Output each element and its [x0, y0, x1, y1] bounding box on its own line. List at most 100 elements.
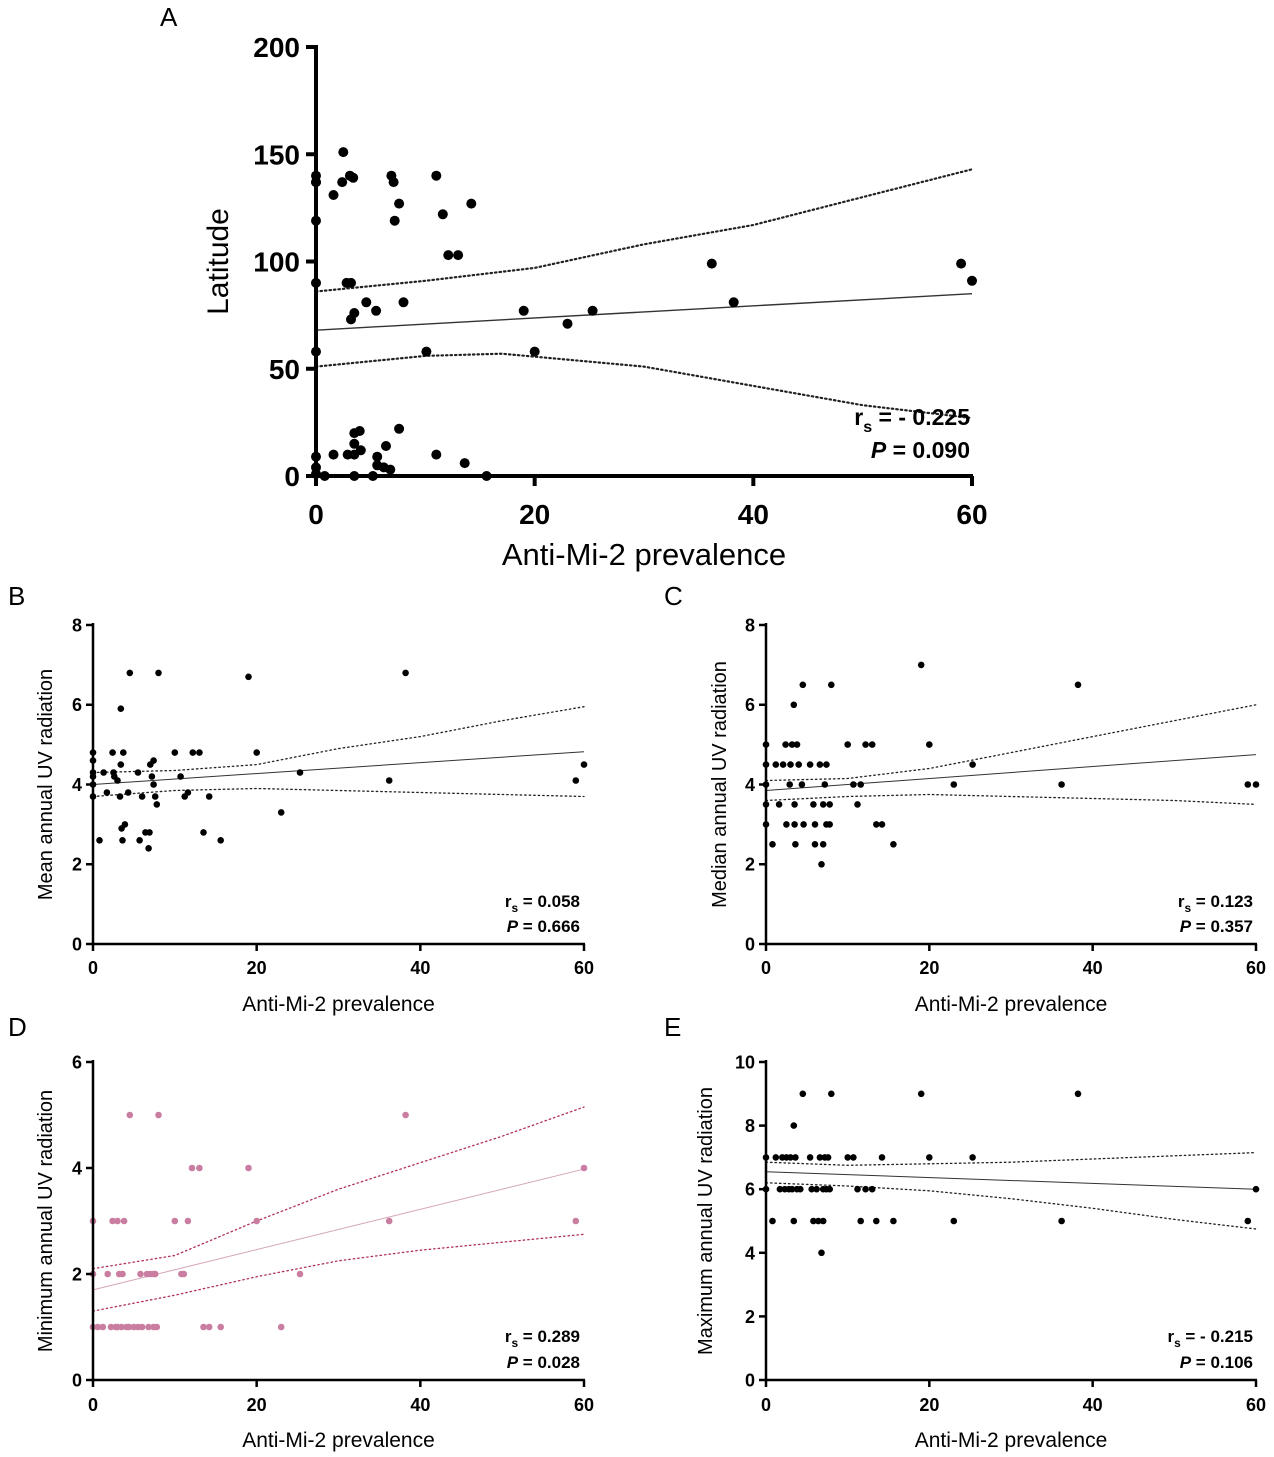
data-point [926, 741, 933, 748]
x-tick-label: 0 [308, 499, 324, 530]
data-point [1058, 781, 1065, 788]
data-point [171, 1217, 179, 1225]
data-point [810, 1217, 817, 1225]
rs-subscript: s [863, 418, 872, 436]
data-point [389, 215, 400, 226]
data-point [109, 749, 116, 756]
panel-e: E 0 2 4 6 8 10 0 20 40 60 Anti-Mi-2 prevalence Maxim… [664, 1012, 1266, 1452]
panel-a: A 0 50 100 150 200 0 20 40 60 Anti-Mi-2 prevalence… [160, 2, 988, 572]
y-tick-label: 0 [72, 1370, 82, 1390]
data-point [328, 449, 339, 460]
data-point [118, 1323, 125, 1331]
data-point [587, 305, 598, 316]
data-point [917, 1090, 925, 1098]
data-point [793, 741, 801, 748]
data-point [819, 801, 827, 808]
data-point [797, 1185, 804, 1193]
data-point [349, 308, 360, 318]
y-axis-title: Minimum annual UV radiation [35, 1090, 57, 1352]
data-point [1252, 1185, 1260, 1193]
rs-statistic: rs = 0.123 [1178, 892, 1253, 915]
data-point [431, 170, 442, 181]
y-tick-label: 8 [745, 1116, 755, 1136]
p-symbol: P [507, 917, 519, 936]
rs-statistic: rs = 0.058 [505, 892, 580, 915]
data-point [1244, 1217, 1252, 1225]
y-tick-label: 2 [745, 855, 755, 875]
data-point [245, 1164, 252, 1172]
data-point [819, 1217, 827, 1225]
y-axis-title: Maximum annual UV radiation [695, 1087, 717, 1355]
regression-line [92, 751, 585, 785]
ci-upper-curve [765, 704, 1257, 782]
data-point [466, 198, 477, 209]
x-tick-label: 60 [574, 958, 594, 978]
p-value: = 0.666 [518, 917, 580, 936]
data-point [119, 1270, 126, 1278]
data-point [126, 1111, 134, 1119]
data-point [245, 673, 252, 681]
data-point [1058, 1217, 1065, 1225]
ci-upper-curve [314, 168, 974, 293]
x-tick-label: 40 [738, 499, 769, 530]
data-point [806, 1154, 814, 1161]
y-tick-label: 50 [269, 354, 300, 385]
y-tick-label: 0 [72, 934, 82, 954]
data-point [811, 821, 819, 828]
panel-letter: C [664, 581, 683, 611]
data-point [349, 438, 360, 449]
data-point [706, 258, 717, 269]
data-point [811, 841, 819, 848]
data-point [790, 1122, 798, 1129]
p-value: = 0.357 [1191, 917, 1253, 936]
x-tick-label: 0 [761, 958, 771, 978]
x-tick-label: 40 [410, 1395, 430, 1415]
p-value: = 0.106 [1191, 1353, 1253, 1372]
data-point [868, 741, 876, 748]
data-point [878, 821, 886, 828]
y-tick-label: 0 [284, 461, 300, 492]
data-point [119, 837, 126, 844]
p-symbol: P [1180, 917, 1192, 936]
data-point [806, 761, 814, 768]
p-statistic: P = 0.028 [507, 1353, 580, 1372]
p-statistic: P = 0.357 [1180, 917, 1253, 936]
data-point [821, 781, 829, 788]
data-point [775, 801, 783, 808]
ci-lower-curve [92, 787, 585, 798]
p-statistic: P = 0.090 [871, 437, 970, 463]
x-axis-title: Anti-Mi-2 prevalence [242, 993, 435, 1016]
data-point [443, 250, 454, 261]
data-point [437, 209, 448, 220]
x-axis-title: Anti-Mi-2 prevalence [915, 1429, 1108, 1452]
y-tick-label: 150 [253, 139, 300, 170]
data-point [188, 1164, 196, 1172]
data-point [967, 275, 977, 286]
rs-subscript: s [511, 1336, 518, 1350]
data-point [337, 177, 348, 188]
panel-letter: A [160, 2, 178, 32]
data-point [956, 258, 967, 269]
data-point [421, 346, 432, 357]
p-symbol: P [871, 437, 887, 463]
data-point [790, 1217, 798, 1225]
data-point [99, 1323, 107, 1331]
data-point [189, 749, 197, 756]
y-tick-label: 6 [745, 1180, 755, 1200]
ci-lower-curve [765, 793, 1257, 806]
data-point [873, 821, 880, 828]
panel-letter: D [8, 1012, 27, 1042]
x-tick-label: 20 [519, 499, 550, 530]
data-point [459, 458, 470, 469]
y-tick-label: 4 [72, 1158, 82, 1178]
data-point [798, 781, 806, 788]
data-point [153, 801, 161, 808]
data-point [969, 761, 976, 768]
data-point [1244, 781, 1252, 788]
data-point [151, 1270, 159, 1278]
data-point [772, 1154, 780, 1161]
ci-lower-curve [765, 1182, 1257, 1230]
data-point [572, 777, 580, 784]
rs-subscript: s [1174, 1336, 1181, 1350]
panel-letter: B [8, 581, 25, 611]
